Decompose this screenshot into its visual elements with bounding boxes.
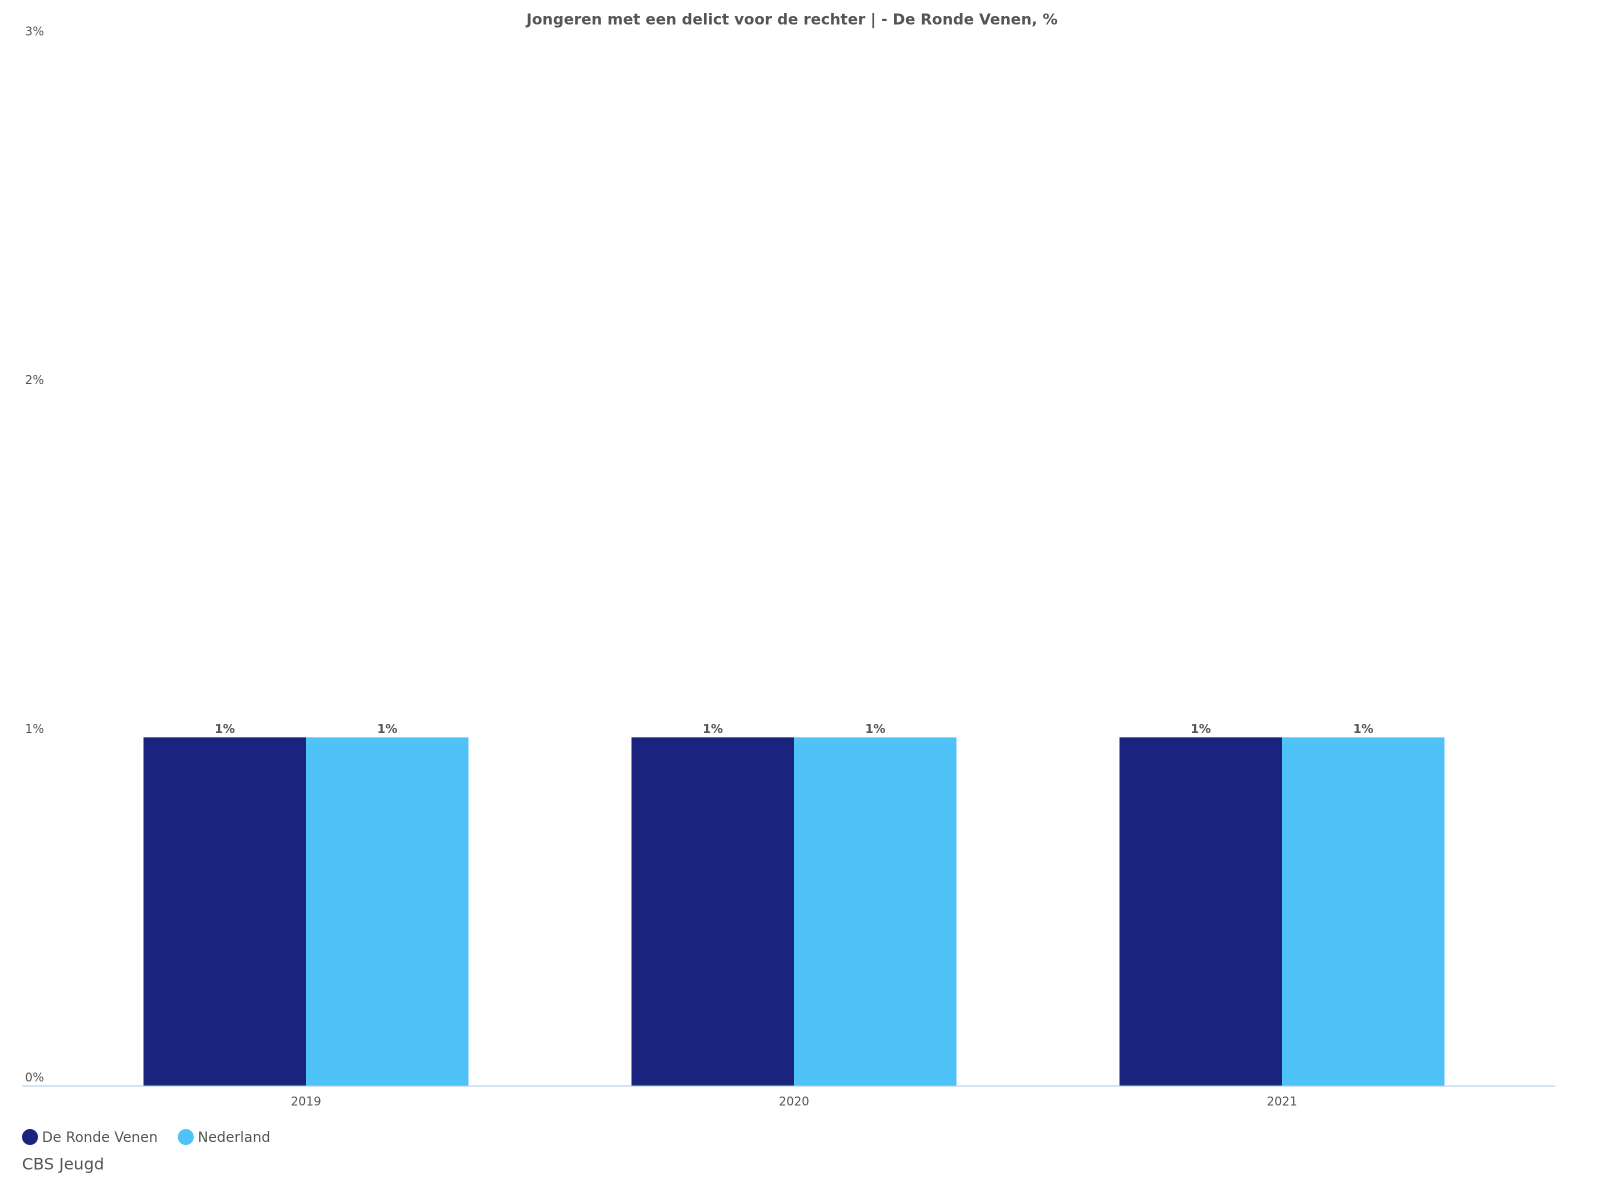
- value-label: 1%: [377, 722, 397, 736]
- x-tick-label: 2020: [779, 1095, 810, 1109]
- bar: [794, 737, 957, 1086]
- y-tick-label: 3%: [25, 25, 44, 39]
- legend-label: De Ronde Venen: [42, 1130, 158, 1146]
- y-tick-label: 0%: [25, 1071, 44, 1085]
- legend-label: Nederland: [198, 1130, 271, 1146]
- bar: [1282, 737, 1445, 1086]
- bar: [631, 737, 794, 1086]
- y-tick-label: 1%: [25, 722, 44, 736]
- value-label: 1%: [1191, 722, 1211, 736]
- bar: [143, 737, 306, 1086]
- value-label: 1%: [865, 722, 885, 736]
- legend-marker: [177, 1129, 194, 1145]
- value-label: 1%: [703, 722, 723, 736]
- bar: [306, 737, 469, 1086]
- bar: [1119, 737, 1282, 1086]
- value-label: 1%: [215, 722, 235, 736]
- y-tick-label: 2%: [25, 373, 44, 387]
- legend-marker: [22, 1129, 38, 1145]
- credit: CBS Jeugd: [22, 1155, 104, 1174]
- value-label: 1%: [1353, 722, 1373, 736]
- chart-title: Jongeren met een delict voor de rechter …: [525, 11, 1057, 30]
- x-tick-label: 2019: [291, 1095, 322, 1109]
- x-tick-label: 2021: [1267, 1095, 1298, 1109]
